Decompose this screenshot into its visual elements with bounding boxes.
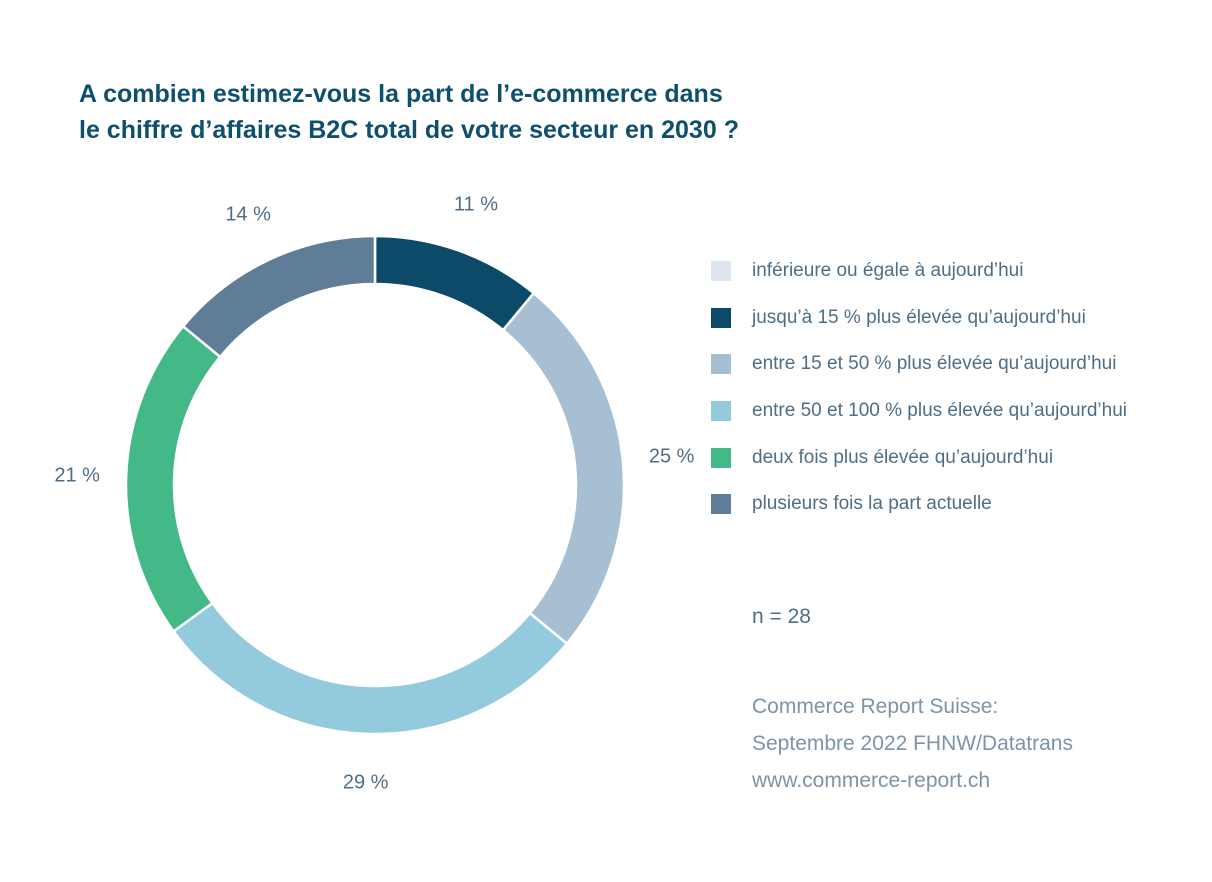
legend-label: inférieure ou égale à aujourd’hui bbox=[752, 260, 1024, 282]
donut-slice-5 bbox=[181, 234, 377, 359]
legend-swatch bbox=[711, 354, 731, 375]
legend-swatch bbox=[711, 261, 731, 282]
slice-value-label: 25 % bbox=[648, 445, 695, 468]
legend-label: entre 50 et 100 % plus élevée qu’aujourd… bbox=[752, 400, 1127, 422]
legend-item: inférieure ou égale à aujourd’hui bbox=[711, 248, 1127, 295]
donut-slice-3 bbox=[171, 601, 569, 736]
donut-slice-1 bbox=[373, 234, 536, 332]
legend-label: entre 15 et 50 % plus élevée qu’aujourd’… bbox=[752, 353, 1117, 375]
source-note: Commerce Report Suisse: Septembre 2022 F… bbox=[752, 688, 1073, 799]
legend-swatch bbox=[711, 447, 731, 468]
chart-title-line-1: A combien estimez-vous la part de l’e-co… bbox=[79, 80, 723, 108]
slice-value-label: 21 % bbox=[54, 464, 100, 487]
legend-swatch bbox=[711, 401, 731, 422]
slice-value-label: 11 % bbox=[453, 193, 498, 216]
legend-item: entre 15 et 50 % plus élevée qu’aujourd’… bbox=[711, 341, 1127, 388]
donut-chart bbox=[124, 234, 626, 736]
slice-value-label: 29 % bbox=[342, 771, 389, 794]
legend-swatch bbox=[711, 307, 731, 328]
legend-label: deux fois plus élevée qu’aujourd’hui bbox=[752, 446, 1054, 468]
legend-item: deux fois plus élevée qu’aujourd’hui bbox=[711, 434, 1127, 481]
legend-item: plusieurs fois la part actuelle bbox=[711, 481, 1127, 528]
chart-title-line-2: le chiffre d’affaires B2C total de votre… bbox=[79, 116, 739, 144]
legend: inférieure ou égale à aujourd’hui jusqu’à… bbox=[711, 248, 1127, 528]
sample-size-note: n = 28 bbox=[752, 605, 811, 628]
source-line-1: Commerce Report Suisse: bbox=[752, 695, 999, 718]
donut-slice-4 bbox=[124, 324, 222, 634]
legend-swatch bbox=[711, 494, 731, 515]
legend-label: jusqu’à 15 % plus élevée qu’aujourd’hui bbox=[752, 306, 1086, 328]
source-line-3: www.commerce-report.ch bbox=[752, 769, 991, 792]
slice-value-label: 14 % bbox=[225, 203, 271, 226]
legend-label: plusieurs fois la part actuelle bbox=[752, 493, 992, 515]
legend-item: entre 50 et 100 % plus élevée qu’aujourd… bbox=[711, 388, 1127, 435]
chart-title: A combien estimez-vous la part de l’e-co… bbox=[79, 76, 979, 148]
source-line-2: Septembre 2022 FHNW/Datatrans bbox=[752, 732, 1073, 755]
legend-item: jusqu’à 15 % plus élevée qu’aujourd’hui bbox=[711, 295, 1127, 342]
donut-slice-2 bbox=[501, 291, 626, 646]
